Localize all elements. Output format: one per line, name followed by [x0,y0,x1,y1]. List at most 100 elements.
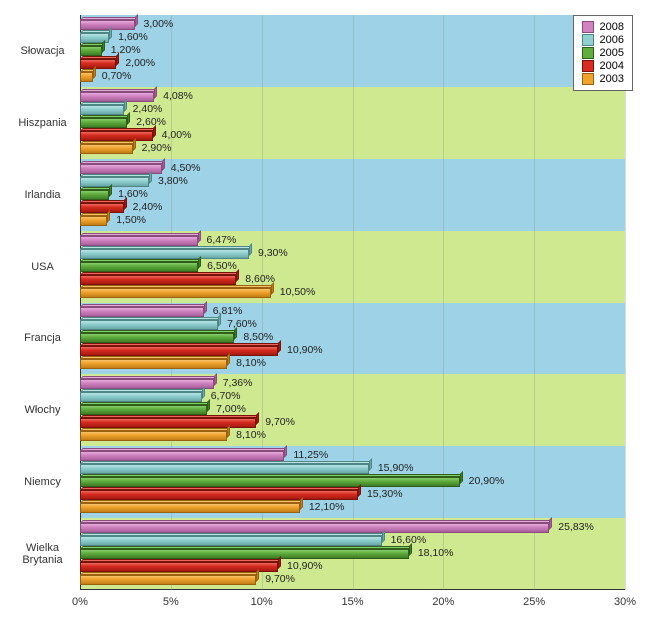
bar: 3,00% [80,20,135,30]
x-tick-label: 20% [432,596,454,608]
bar-value-label: 1,50% [116,214,146,226]
bar-value-label: 1,60% [118,188,148,200]
bar-value-label: 10,90% [287,560,323,572]
bar-value-label: 8,10% [236,357,266,369]
bar-value-label: 6,81% [213,305,243,317]
bar-value-label: 2,40% [133,103,163,115]
bar-value-label: 9,70% [265,573,295,585]
bar-value-label: 11,25% [293,449,328,461]
bar-value-label: 2,60% [136,116,166,128]
bar-value-label: 2,90% [142,142,172,154]
bar: 10,90% [80,346,278,356]
x-tick-label: 15% [341,596,363,608]
legend-item: 2004 [582,60,624,72]
bar-value-label: 25,83% [558,521,594,533]
bar-value-label: 4,50% [171,162,201,174]
category-label: Włochy [10,404,75,416]
bar-value-label: 16,60% [391,534,427,546]
bar: 6,47% [80,236,198,246]
bar: 20,90% [80,477,460,487]
bar: 2,60% [80,118,127,128]
bar: 0,70% [80,72,93,82]
plot-area: 0%5%10%15%20%25%30%3,00%1,60%1,20%2,00%0… [80,15,625,590]
bar-value-label: 20,90% [469,475,505,487]
bar-value-label: 7,60% [227,318,257,330]
bar-value-label: 10,90% [287,344,323,356]
bar: 8,10% [80,431,227,441]
gridline [353,15,354,590]
category-label: Irlandia [10,189,75,201]
legend-swatch [582,34,594,46]
legend-swatch [582,21,594,33]
legend-item: 2006 [582,34,624,46]
bar: 7,36% [80,379,214,389]
bar: 11,25% [80,451,284,461]
bar: 2,40% [80,105,124,115]
bar-value-label: 8,10% [236,429,266,441]
bar: 7,60% [80,320,218,330]
gridline [625,15,626,590]
bar-value-label: 9,30% [258,247,288,259]
legend-label: 2004 [600,60,624,72]
bar-value-label: 4,08% [163,90,193,102]
bar: 18,10% [80,549,409,559]
category-label: Niemcy [10,476,75,488]
bar: 15,30% [80,490,358,500]
bar: 10,50% [80,288,271,298]
bar-value-label: 1,20% [111,44,141,56]
bar: 7,00% [80,405,207,415]
bar: 15,90% [80,464,369,474]
bar: 12,10% [80,503,300,513]
bar-value-label: 4,00% [162,129,192,141]
bar: 2,40% [80,203,124,213]
bar-value-label: 6,50% [207,260,237,272]
legend-swatch [582,73,594,85]
bar: 8,50% [80,333,234,343]
legend-item: 2003 [582,73,624,85]
legend-label: 2008 [600,21,624,33]
bar-value-label: 12,10% [309,501,345,513]
bar: 1,50% [80,216,107,226]
bar: 6,50% [80,262,198,272]
x-tick-label: 0% [72,596,88,608]
bar: 6,81% [80,307,204,317]
bar: 8,60% [80,275,236,285]
legend-label: 2006 [600,34,624,46]
bar-value-label: 15,90% [378,462,414,474]
bar-value-label: 8,50% [243,331,273,343]
x-tick-label: 5% [163,596,179,608]
bar-value-label: 9,70% [265,416,295,428]
gridline [443,15,444,590]
grouped-bar-chart: 0%5%10%15%20%25%30%3,00%1,60%1,20%2,00%0… [10,10,635,622]
bar: 2,90% [80,144,133,154]
category-label: Francja [10,332,75,344]
bar-value-label: 0,70% [102,70,132,82]
bar-value-label: 7,00% [216,403,246,415]
bar-value-label: 1,60% [118,31,148,43]
bar: 9,70% [80,575,256,585]
bar: 2,00% [80,59,116,69]
bar-value-label: 18,10% [418,547,454,559]
legend-item: 2005 [582,47,624,59]
x-tick-label: 30% [614,596,636,608]
bar-value-label: 15,30% [367,488,403,500]
bar: 3,80% [80,177,149,187]
bar: 4,00% [80,131,153,141]
bar: 16,60% [80,536,382,546]
x-tick-label: 10% [251,596,273,608]
bar: 8,10% [80,359,227,369]
legend: 20082006200520042003 [573,15,633,91]
bar: 25,83% [80,523,549,533]
bar-value-label: 2,00% [125,57,155,69]
bar: 1,60% [80,190,109,200]
gridline [534,15,535,590]
bar-value-label: 10,50% [280,286,316,298]
bar: 6,70% [80,392,202,402]
bar-value-label: 3,00% [144,18,174,30]
bar: 1,20% [80,46,102,56]
bar-value-label: 3,80% [158,175,188,187]
x-tick-label: 25% [523,596,545,608]
legend-label: 2003 [600,73,624,85]
legend-label: 2005 [600,47,624,59]
bar-value-label: 8,60% [245,273,275,285]
